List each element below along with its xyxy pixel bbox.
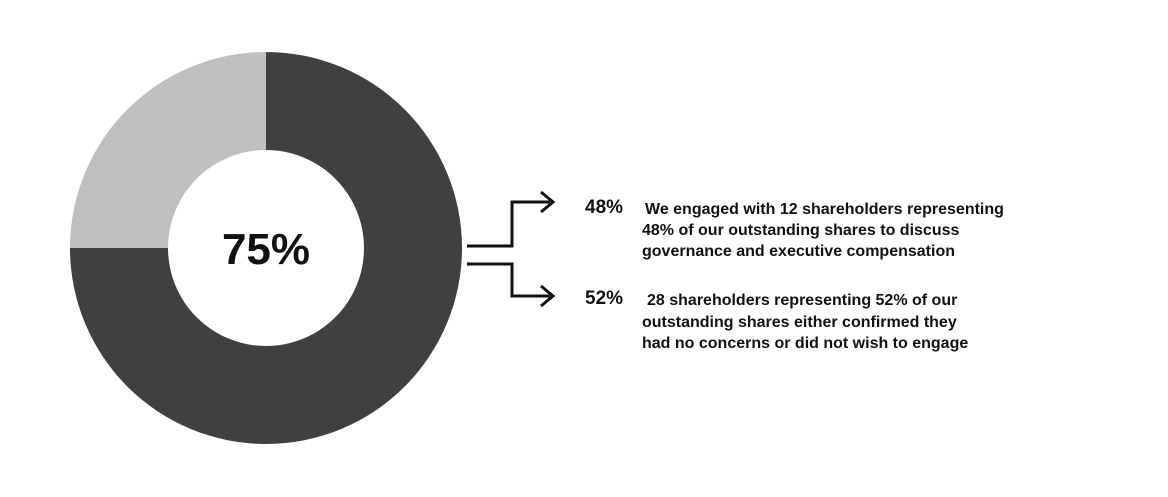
arrow-head-lower-icon	[540, 284, 556, 308]
connector-lower-arrow	[467, 262, 550, 298]
annotation-2-percent: 52%	[585, 288, 623, 309]
annotation-1-line-3: governance and executive compensation	[642, 243, 955, 260]
annotation-2-line-3: had no concerns or did not wish to engag…	[642, 335, 968, 352]
annotation-2-line-2: outstanding shares either confirmed they	[642, 314, 957, 331]
connector-arrows	[467, 200, 550, 298]
arrow-heads	[540, 190, 556, 308]
donut-slice-2	[70, 52, 266, 248]
annotation-1-line-2: 48% of our outstanding shares to discuss	[642, 222, 959, 239]
connector-upper-arrow	[467, 200, 550, 248]
arrow-head-upper-icon	[540, 190, 556, 214]
donut-center-label: 75%	[222, 225, 310, 274]
annotation-1-percent: 48%	[585, 197, 623, 218]
donut-slice-1	[70, 52, 462, 444]
annotation-1-line-1: We engaged with 12 shareholders represen…	[645, 201, 1004, 218]
slices-layer	[70, 52, 462, 444]
annotation-2-line-1: 28 shareholders representing 52% of our	[647, 292, 957, 309]
